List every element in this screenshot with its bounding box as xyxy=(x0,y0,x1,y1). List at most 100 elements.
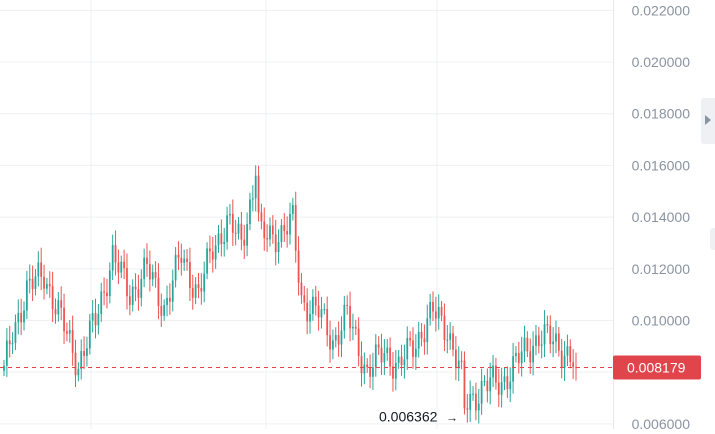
candle-body xyxy=(452,333,454,350)
candle-body xyxy=(529,351,532,363)
candle-body xyxy=(566,346,569,356)
candle-body xyxy=(128,296,131,305)
candle-body xyxy=(480,380,483,404)
candle-body xyxy=(503,376,506,383)
candle-body xyxy=(180,257,183,263)
candle-body xyxy=(271,225,274,235)
candle-body xyxy=(226,215,228,242)
candle-body xyxy=(500,382,503,395)
candle-body xyxy=(291,205,294,214)
candle-body xyxy=(306,302,309,322)
candle-body xyxy=(440,306,443,316)
candle-body xyxy=(157,277,160,306)
scroll-right-tab[interactable] xyxy=(701,98,715,144)
candle-body xyxy=(466,408,469,410)
candle-body xyxy=(363,364,366,374)
side-handle[interactable] xyxy=(710,228,715,250)
candle-body xyxy=(283,225,286,232)
candle-body xyxy=(126,268,128,297)
candle-body xyxy=(80,351,83,369)
candle-body xyxy=(423,338,426,343)
candle-body xyxy=(246,224,248,246)
candle-body xyxy=(280,225,283,243)
candle-body xyxy=(217,233,220,246)
candle-body xyxy=(143,257,146,279)
candle-body xyxy=(131,286,134,305)
candle-body xyxy=(88,320,91,349)
candle-body xyxy=(168,298,171,302)
candle-body xyxy=(189,262,191,289)
y-tick-label: 0.014000 xyxy=(632,209,691,225)
candle-body xyxy=(400,356,403,366)
candle-body xyxy=(374,344,377,368)
candle-body xyxy=(297,250,300,283)
candle-body xyxy=(354,326,357,329)
candle-body xyxy=(352,326,354,329)
candle-body xyxy=(209,248,211,252)
candle-body xyxy=(163,305,166,316)
candle-body xyxy=(17,312,20,323)
candle-body xyxy=(526,337,529,352)
candle-body xyxy=(394,362,397,379)
candle-body xyxy=(160,305,163,316)
candle-body xyxy=(254,175,257,199)
y-tick-label: 0.010000 xyxy=(632,312,691,328)
candle-body xyxy=(186,258,188,263)
candle-body xyxy=(389,347,391,367)
candle-body xyxy=(48,284,51,287)
y-tick-label: 0.018000 xyxy=(632,106,691,122)
candle-body xyxy=(572,362,575,368)
candle-body xyxy=(171,280,174,302)
candle-body xyxy=(86,348,88,356)
candle-body xyxy=(108,270,111,297)
candle-body xyxy=(326,309,329,336)
candle-body xyxy=(497,382,500,395)
candle-body xyxy=(569,346,572,363)
candle-body xyxy=(512,356,514,382)
candle-body xyxy=(237,223,240,234)
candle-body xyxy=(23,310,25,323)
low-price-label: 0.006362 xyxy=(379,408,438,424)
candle-body xyxy=(51,286,54,309)
candle-body xyxy=(543,324,546,345)
candle-body xyxy=(337,335,340,345)
candle-body xyxy=(386,347,389,354)
candle-body xyxy=(515,353,517,357)
candle-body xyxy=(14,322,17,344)
candle-body xyxy=(220,233,223,245)
candle-body xyxy=(266,238,269,240)
y-tick-label: 0.006000 xyxy=(632,416,691,429)
candle-body xyxy=(134,286,137,290)
candle-body xyxy=(546,324,549,326)
candle-body xyxy=(8,340,11,345)
candle-body xyxy=(492,365,494,378)
candle-body xyxy=(520,351,523,364)
candle-body xyxy=(54,308,57,315)
candle-body xyxy=(472,393,474,395)
y-tick-label: 0.012000 xyxy=(632,261,691,277)
candle-body xyxy=(414,348,417,357)
candle-body xyxy=(43,276,45,289)
candle-body xyxy=(148,264,151,280)
candle-body xyxy=(343,304,346,331)
candle-body xyxy=(286,231,289,235)
candle-body xyxy=(234,232,237,234)
candle-layer xyxy=(3,165,577,424)
candle-body xyxy=(20,312,23,323)
candle-body xyxy=(243,239,246,246)
current-price-label: 0.008179 xyxy=(627,360,686,376)
candle-body xyxy=(406,337,409,360)
candle-body xyxy=(300,282,303,296)
candle-body xyxy=(94,313,97,326)
candle-body xyxy=(555,333,557,342)
candle-body xyxy=(28,278,31,281)
candle-body xyxy=(443,315,446,341)
candle-body xyxy=(549,325,552,345)
candle-body xyxy=(211,251,214,260)
candle-body xyxy=(523,337,526,352)
candle-body xyxy=(486,380,489,392)
candle-body xyxy=(100,291,103,315)
candle-body xyxy=(177,254,180,258)
